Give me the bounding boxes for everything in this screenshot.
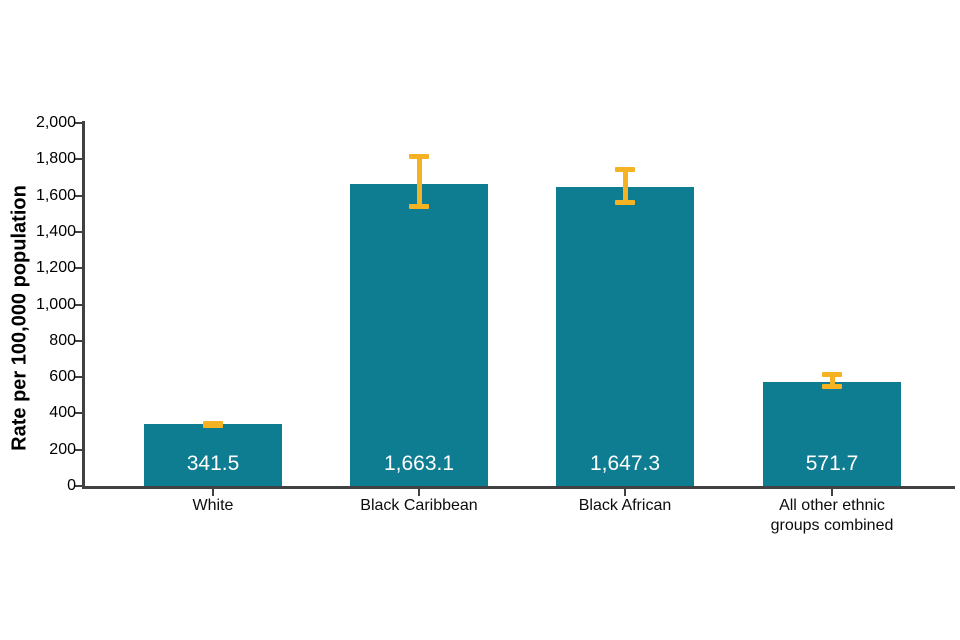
y-tick-label: 1,400 <box>35 222 76 240</box>
x-category-label-line: All other ethnic <box>779 497 885 514</box>
x-category-label: Black Caribbean <box>309 496 529 516</box>
bar-value-label: 341.5 <box>186 452 240 475</box>
bar-value-label: 571.7 <box>805 452 859 475</box>
y-tick <box>74 339 82 342</box>
x-category-label: White <box>103 496 323 516</box>
y-axis-line <box>82 121 85 489</box>
error-bar-cap-bottom <box>822 383 842 389</box>
y-tick-label: 1,200 <box>35 259 76 277</box>
bar <box>556 187 694 486</box>
y-tick <box>74 158 82 161</box>
x-category-label-line: Black African <box>578 497 672 514</box>
y-tick-label: 2,000 <box>35 114 76 131</box>
x-category-label: All other ethnic groups combined <box>722 496 942 536</box>
y-tick-label: 0 <box>67 477 76 494</box>
y-tick-label: 1,600 <box>35 186 76 204</box>
y-tick <box>74 194 82 197</box>
x-category-label-line: Black Caribbean <box>360 497 478 514</box>
error-bar-cap-top <box>409 154 429 160</box>
y-tick <box>74 122 82 124</box>
bar <box>350 184 488 486</box>
bar <box>763 382 901 486</box>
y-tick <box>74 230 82 233</box>
y-tick-label: 800 <box>49 331 76 349</box>
error-bar-line <box>622 169 628 203</box>
y-tick-label: 1,000 <box>35 295 76 313</box>
error-bar-cap-bottom <box>203 422 223 428</box>
y-tick-label: 200 <box>49 440 76 458</box>
y-tick <box>74 412 82 415</box>
y-tick <box>74 303 82 306</box>
x-category-label-line: White <box>192 497 234 514</box>
error-bar-cap-top <box>822 372 842 378</box>
error-bar-cap-bottom <box>409 203 429 209</box>
x-category-label-line: groups combined <box>770 517 894 534</box>
x-axis-line <box>82 486 955 489</box>
y-tick <box>74 376 82 379</box>
y-tick <box>74 267 82 270</box>
error-bar-cap-top <box>615 166 635 172</box>
bar <box>144 424 282 486</box>
y-tick <box>74 485 82 487</box>
bar-value-label: 1,647.3 <box>589 452 661 475</box>
x-category-label: Black African <box>515 496 735 516</box>
y-tick <box>74 448 82 451</box>
error-bar-line <box>829 374 835 387</box>
bar-value-label: 1,663.1 <box>383 452 455 475</box>
y-tick-label: 400 <box>49 404 76 422</box>
y-tick-label: 600 <box>49 368 76 386</box>
x-tick <box>212 489 214 496</box>
y-tick-label: 1,800 <box>35 150 76 168</box>
error-bar-cap-bottom <box>615 200 635 206</box>
x-tick <box>624 489 626 496</box>
error-bar-line <box>416 156 422 207</box>
x-tick <box>418 489 420 496</box>
x-tick <box>831 489 833 496</box>
